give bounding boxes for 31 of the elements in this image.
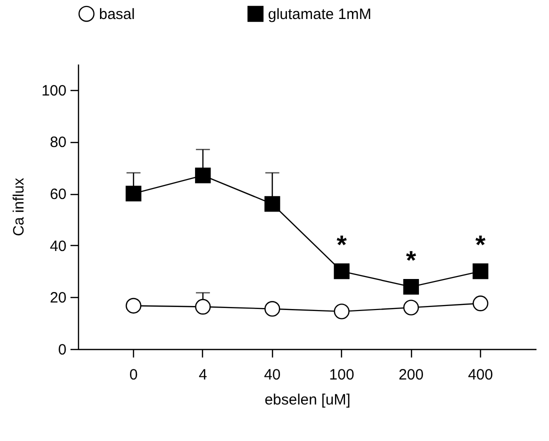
legend-label: basal <box>99 6 135 23</box>
y-tick-label: 80 <box>50 134 66 152</box>
point <box>334 263 350 280</box>
x-tick-label: 100 <box>329 366 354 384</box>
y-tick-label: 60 <box>50 186 66 204</box>
y-axis-title: Ca influx <box>10 177 28 236</box>
point <box>264 301 280 317</box>
point <box>403 278 419 295</box>
point <box>403 300 419 316</box>
annotation: * <box>475 229 486 260</box>
x-tick-label: 200 <box>398 366 424 384</box>
x-tick-label: 0 <box>129 366 138 384</box>
point <box>334 304 350 320</box>
annotation: * <box>406 244 418 275</box>
x-tick-label: 400 <box>468 366 493 384</box>
y-tick-label: 20 <box>50 290 66 307</box>
point <box>472 296 488 312</box>
point <box>264 196 280 212</box>
y-tick-label: 40 <box>50 238 66 255</box>
point <box>195 168 211 184</box>
annotation: * <box>336 229 348 260</box>
x-axis-title: ebselen [uM] <box>264 392 350 408</box>
y-tick-label: 100 <box>41 82 66 100</box>
point <box>126 186 142 202</box>
legend-label: glutamate 1mM <box>268 6 372 23</box>
point <box>126 298 142 314</box>
x-tick-label: 40 <box>264 366 281 384</box>
point <box>472 263 488 280</box>
y-tick-label: 0 <box>58 342 66 358</box>
x-tick-label: 4 <box>198 366 208 384</box>
point <box>195 298 211 315</box>
